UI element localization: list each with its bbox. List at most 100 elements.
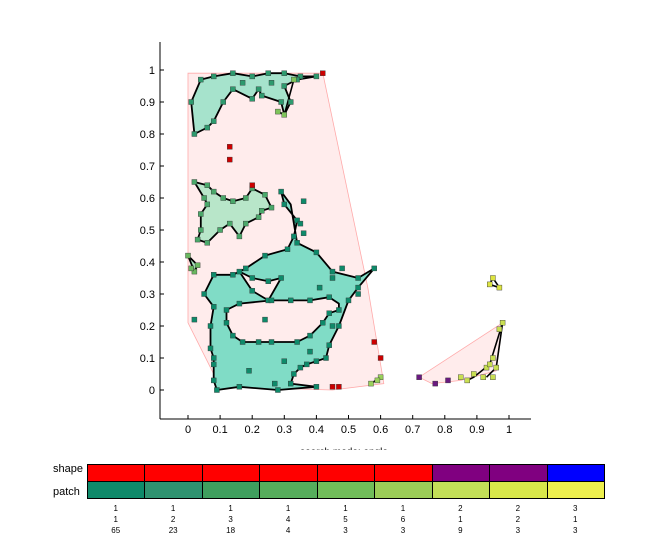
data-point-2-1b-0 xyxy=(458,374,464,380)
x-tick-label-0.6: 0.6 xyxy=(373,424,388,436)
data-point-1-2-7 xyxy=(313,73,320,80)
data-point-2-2-1 xyxy=(487,281,493,288)
data-point-1-1-10 xyxy=(294,240,300,246)
data-point-1-1-57 xyxy=(339,265,345,272)
data-point-1-3-16 xyxy=(243,195,249,201)
data-point-1-1-18 xyxy=(326,342,332,348)
data-point-1-3-14 xyxy=(262,192,268,198)
data-point-1-4 xyxy=(371,339,377,345)
data-point-1-1-17 xyxy=(336,323,342,329)
legend-shape-cell xyxy=(316,464,376,482)
data-point-1-1-40 xyxy=(236,300,243,307)
data-point-1-1-36 xyxy=(265,278,271,284)
legend-count-label: 1 xyxy=(170,504,176,513)
data-point-1-3-6 xyxy=(204,240,211,246)
data-point-1-1-54 xyxy=(288,297,294,304)
data-point-1-1 xyxy=(226,144,233,150)
data-point-1-2-12 xyxy=(259,92,265,99)
legend-patch-cell xyxy=(316,481,376,499)
data-point-1-3-12 xyxy=(259,208,265,214)
data-point-2-1b-4 xyxy=(490,355,496,361)
data-point-1-1-3 xyxy=(243,265,249,272)
data-point-1-1-50 xyxy=(326,310,332,316)
data-point-1-4-0 xyxy=(185,252,191,259)
data-point-1-1-61 xyxy=(281,358,287,364)
data-point-1-1-16 xyxy=(345,297,352,304)
data-point-1-3-13 xyxy=(268,204,275,211)
x-tick-label-0.2: 0.2 xyxy=(245,424,260,436)
data-point-1-1-4 xyxy=(262,252,268,259)
data-point-1-1-41 xyxy=(223,307,230,313)
x-tick-label-0.4: 0.4 xyxy=(309,424,324,436)
y-tick-label-0.8: 0.8 xyxy=(140,129,155,141)
hull-shape-2 xyxy=(418,321,504,385)
data-point-1-2-21 xyxy=(268,80,275,86)
legend-shape-cell xyxy=(201,464,261,482)
data-point-1-1-23 xyxy=(291,371,297,377)
data-point-1-1-0 xyxy=(201,291,207,297)
legend-shape-cell xyxy=(87,464,146,482)
legend-count-label: 9 xyxy=(458,526,463,535)
legend-shape-cell xyxy=(259,464,318,482)
data-point-1-1-24 xyxy=(288,380,294,387)
data-point-1-1-14 xyxy=(371,265,377,272)
data-point-1-1-39 xyxy=(249,288,255,294)
data-point-1-1-37 xyxy=(278,275,284,281)
data-point-1-2-10 xyxy=(288,99,294,105)
data-point-1-1-9 xyxy=(278,188,284,195)
data-point-1-7 xyxy=(336,384,342,390)
data-point-2-1b-8 xyxy=(487,361,493,368)
data-point-1-1-6 xyxy=(291,233,297,240)
data-point-1-1-56 xyxy=(329,275,336,281)
data-point-1-1-21 xyxy=(304,361,310,368)
legend-patch-row xyxy=(87,481,605,499)
data-point-1-1-30 xyxy=(210,355,217,361)
legend-row-label-shape: shape xyxy=(53,463,83,475)
data-point-1-1-20 xyxy=(313,358,320,364)
data-point-1-1-29 xyxy=(210,377,217,384)
y-tick-label-0: 0 xyxy=(149,385,155,397)
data-point-1-3 xyxy=(249,182,255,188)
data-point-1-6-0 xyxy=(368,380,374,387)
x-tick-label-0.3: 0.3 xyxy=(277,424,292,436)
data-point-1-2-19 xyxy=(191,131,198,137)
data-point-1-3-4 xyxy=(198,227,204,233)
line-1 xyxy=(488,277,502,290)
data-point-1-1-52 xyxy=(326,294,332,300)
data-point-1-3-17 xyxy=(230,198,236,204)
data-point-2-2-0 xyxy=(490,275,496,281)
data-point-1-2 xyxy=(226,156,233,163)
data-point-1-2-5 xyxy=(281,70,287,76)
data-point-1-2-14 xyxy=(249,96,255,102)
data-point-1-1-5 xyxy=(284,246,291,252)
data-point-1-2-22 xyxy=(239,80,246,86)
data-point-1-4-3 xyxy=(188,265,194,272)
data-point-1-5 xyxy=(377,355,384,361)
legend-patch-cell xyxy=(431,481,491,499)
data-point-1-1-13 xyxy=(355,275,361,281)
legend-shape-cell xyxy=(144,464,203,482)
x-tick-label-1: 1 xyxy=(506,424,512,436)
data-point-1-3-18 xyxy=(220,195,227,201)
data-point-1-6-1 xyxy=(377,374,384,380)
data-point-2-1b-5 xyxy=(493,364,499,371)
data-point-1-1-60 xyxy=(262,316,268,323)
data-point-1-2-11 xyxy=(278,99,284,105)
data-point-1-2-20 xyxy=(188,99,194,105)
data-point-1-1-55 xyxy=(268,297,275,304)
x-tick-label-0.8: 0.8 xyxy=(437,424,452,436)
data-point-1-1-34 xyxy=(236,268,243,275)
y-tick-label-0.1: 0.1 xyxy=(140,353,155,365)
legend-patch-cell xyxy=(546,481,605,499)
legend-count-label: 3 xyxy=(343,526,348,535)
data-point-1-3-9 xyxy=(236,233,243,240)
legend-patch-cell xyxy=(374,481,433,499)
data-point-1-1-70 xyxy=(300,198,307,204)
legend-count-label: 3 xyxy=(228,515,233,524)
data-point-1-1-49 xyxy=(320,320,326,326)
data-point-1-3-7 xyxy=(217,227,223,233)
data-point-1-6 xyxy=(329,384,336,390)
legend-shape-cell xyxy=(489,464,548,482)
legend-patch-cell xyxy=(87,481,146,499)
data-point-2-2-2 xyxy=(496,284,503,291)
